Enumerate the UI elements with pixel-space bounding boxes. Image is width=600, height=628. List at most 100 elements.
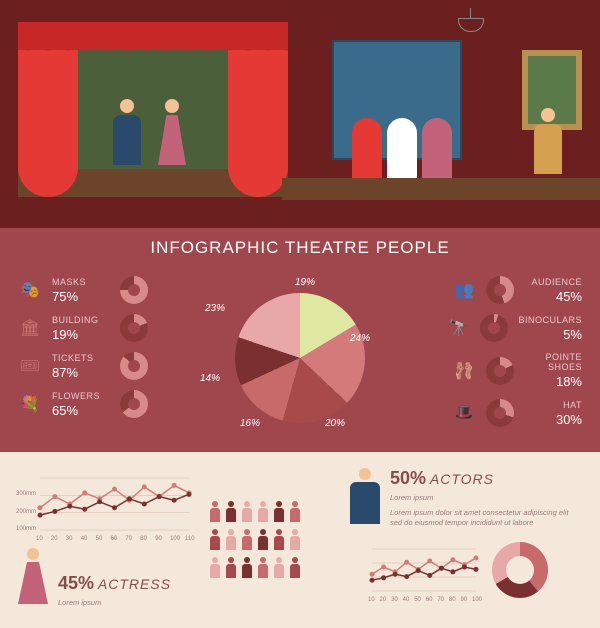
- person-pictogram: [289, 529, 301, 551]
- stat-label: Tickets: [52, 353, 110, 363]
- stat-label: Pointe Shoes: [524, 352, 582, 372]
- person-pictogram: [225, 501, 237, 523]
- mini-donut: [120, 390, 148, 418]
- y-axis-label: 200mm: [16, 509, 36, 515]
- x-axis-label: 10: [368, 597, 375, 603]
- stats-section: 🎭 Masks 75% 🏛 Building 19% 🎟 Tickets 87% 💐 Flowers…: [0, 264, 600, 452]
- pictogram-row: [209, 501, 334, 523]
- x-axis-label: 30: [66, 536, 73, 542]
- dress-white: [387, 118, 417, 178]
- stat-label: Flowers: [52, 391, 110, 401]
- pie-slice-label: 23%: [205, 303, 225, 314]
- line-chart-2: 10 20 30 40 50 60 70 80 90 100: [350, 539, 480, 601]
- stat-label: Building: [52, 315, 110, 325]
- center-pie-chart: 19%24%20%16%14%23%: [235, 293, 365, 423]
- x-axis-label: 10: [36, 536, 43, 542]
- stat-pointe: Pointe Shoes 18% 🩰: [452, 352, 582, 389]
- x-axis-label: 100: [472, 597, 482, 603]
- pie-slice-label: 20%: [325, 418, 345, 429]
- stat-value: 87%: [52, 365, 110, 380]
- mini-donut: [480, 314, 508, 342]
- actors-subtext: Lorem ipsum: [390, 493, 582, 504]
- mini-donut: [120, 276, 148, 304]
- x-axis-label: 60: [426, 597, 433, 603]
- stat-value: 45%: [524, 289, 582, 304]
- dress-red: [352, 118, 382, 178]
- pie-slice-label: 16%: [240, 418, 260, 429]
- person-pictogram: [209, 529, 221, 551]
- pictogram-row: [209, 529, 334, 551]
- stat-tickets: 🎟 Tickets 87%: [18, 352, 148, 380]
- mini-donut: [486, 357, 514, 385]
- stat-label: Masks: [52, 277, 110, 287]
- person-pictogram: [209, 501, 221, 523]
- x-axis-label: 40: [403, 597, 410, 603]
- x-axis-label: 40: [81, 536, 88, 542]
- pointe-icon: 🩰: [452, 359, 476, 383]
- stat-value: 18%: [524, 374, 582, 389]
- actors-headline: 50% Actors: [390, 468, 582, 489]
- big-donut-chart: [492, 542, 548, 598]
- hat-icon: 🎩: [452, 401, 476, 425]
- actress-panel: 100mm200mm300mm102030405060708090100110 …: [18, 468, 193, 612]
- bottom-section: 100mm200mm300mm102030405060708090100110 …: [0, 452, 600, 628]
- stat-flowers: 💐 Flowers 65%: [18, 390, 148, 418]
- actor-figure: [113, 99, 141, 169]
- person-pictogram: [273, 557, 285, 579]
- left-stats-column: 🎭 Masks 75% 🏛 Building 19% 🎟 Tickets 87% 💐 Flowers…: [18, 268, 148, 434]
- stat-label: Binoculars: [518, 315, 582, 325]
- person-pictogram: [273, 529, 285, 551]
- x-axis-label: 30: [391, 597, 398, 603]
- vanity-actress: [534, 108, 562, 178]
- stat-building: 🏛 Building 19%: [18, 314, 148, 342]
- person-pictogram: [289, 557, 301, 579]
- person-pictogram: [225, 529, 237, 551]
- stat-value: 75%: [52, 289, 110, 304]
- audience-icon: 👥: [452, 278, 476, 302]
- mini-donut: [120, 314, 148, 342]
- stat-masks: 🎭 Masks 75%: [18, 276, 148, 304]
- x-axis-label: 80: [140, 536, 147, 542]
- stat-hat: Hat 30% 🎩: [452, 399, 582, 427]
- person-pictogram: [225, 557, 237, 579]
- pictogram-row: [209, 557, 334, 579]
- stat-value: 65%: [52, 403, 110, 418]
- x-axis-label: 100: [170, 536, 180, 542]
- main-title: Infographic Theatre People: [0, 228, 600, 264]
- x-axis-label: 70: [125, 536, 132, 542]
- person-pictogram: [241, 501, 253, 523]
- stat-value: 19%: [52, 327, 110, 342]
- mini-donut: [486, 399, 514, 427]
- actors-desc: Lorem ipsum dolor sit amet consectetur a…: [390, 508, 582, 529]
- x-axis-label: 50: [414, 597, 421, 603]
- flowers-icon: 💐: [18, 392, 42, 416]
- stage: [18, 22, 288, 197]
- person-pictogram: [241, 557, 253, 579]
- x-axis-label: 20: [51, 536, 58, 542]
- x-axis-label: 90: [460, 597, 467, 603]
- mini-donut: [120, 352, 148, 380]
- stat-value: 30%: [524, 412, 582, 427]
- backstage: [302, 40, 582, 200]
- valance: [18, 22, 288, 50]
- x-axis-label: 70: [437, 597, 444, 603]
- x-axis-label: 20: [380, 597, 387, 603]
- stat-label: Audience: [524, 277, 582, 287]
- pictogram-panel: [209, 468, 334, 612]
- masks-icon: 🎭: [18, 278, 42, 302]
- building-icon: 🏛: [18, 316, 42, 340]
- person-pictogram: [289, 501, 301, 523]
- stat-label: Hat: [524, 400, 582, 410]
- line-chart-1: 100mm200mm300mm102030405060708090100110: [18, 468, 193, 540]
- x-axis-label: 80: [449, 597, 456, 603]
- person-pictogram: [209, 557, 221, 579]
- tickets-icon: 🎟: [18, 354, 42, 378]
- mini-donut: [486, 276, 514, 304]
- chandelier-icon: [450, 8, 490, 33]
- pie-slice-label: 24%: [350, 333, 370, 344]
- pie-slice-label: 14%: [200, 373, 220, 384]
- person-pictogram: [257, 501, 269, 523]
- actress-subtext: Lorem ipsum: [58, 598, 171, 609]
- actress-illustration: [18, 548, 48, 608]
- stat-audience: Audience 45% 👥: [452, 276, 582, 304]
